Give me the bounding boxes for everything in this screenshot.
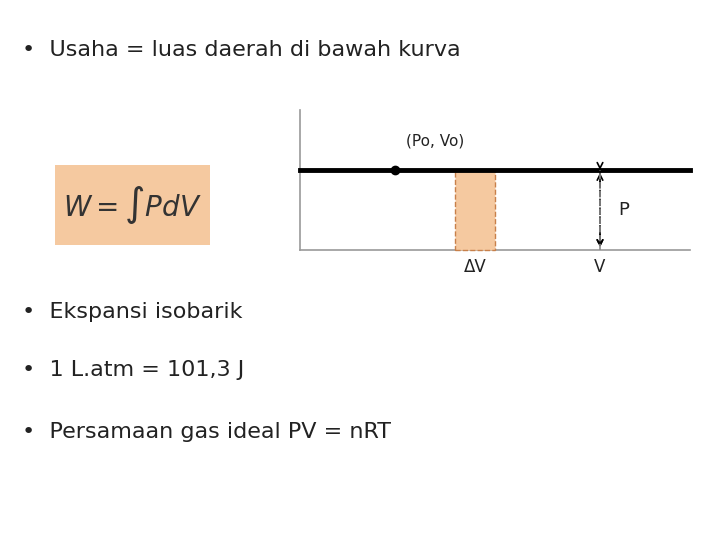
Text: (Po, Vo): (Po, Vo)	[406, 133, 464, 148]
Text: V: V	[594, 258, 606, 276]
Text: P: P	[618, 201, 629, 219]
Bar	[55, 165, 210, 245]
Bar	[455, 170, 495, 250]
Text: •  Usaha = luas daerah di bawah kurva: • Usaha = luas daerah di bawah kurva	[22, 40, 461, 60]
Text: $W=\int PdV$: $W=\int PdV$	[63, 184, 202, 226]
Text: •  1 L.atm = 101,3 J: • 1 L.atm = 101,3 J	[22, 360, 244, 380]
Text: •  Ekspansi isobarik: • Ekspansi isobarik	[22, 302, 243, 322]
Text: ΔV: ΔV	[464, 258, 487, 276]
Text: •  Persamaan gas ideal PV = nRT: • Persamaan gas ideal PV = nRT	[22, 422, 391, 442]
